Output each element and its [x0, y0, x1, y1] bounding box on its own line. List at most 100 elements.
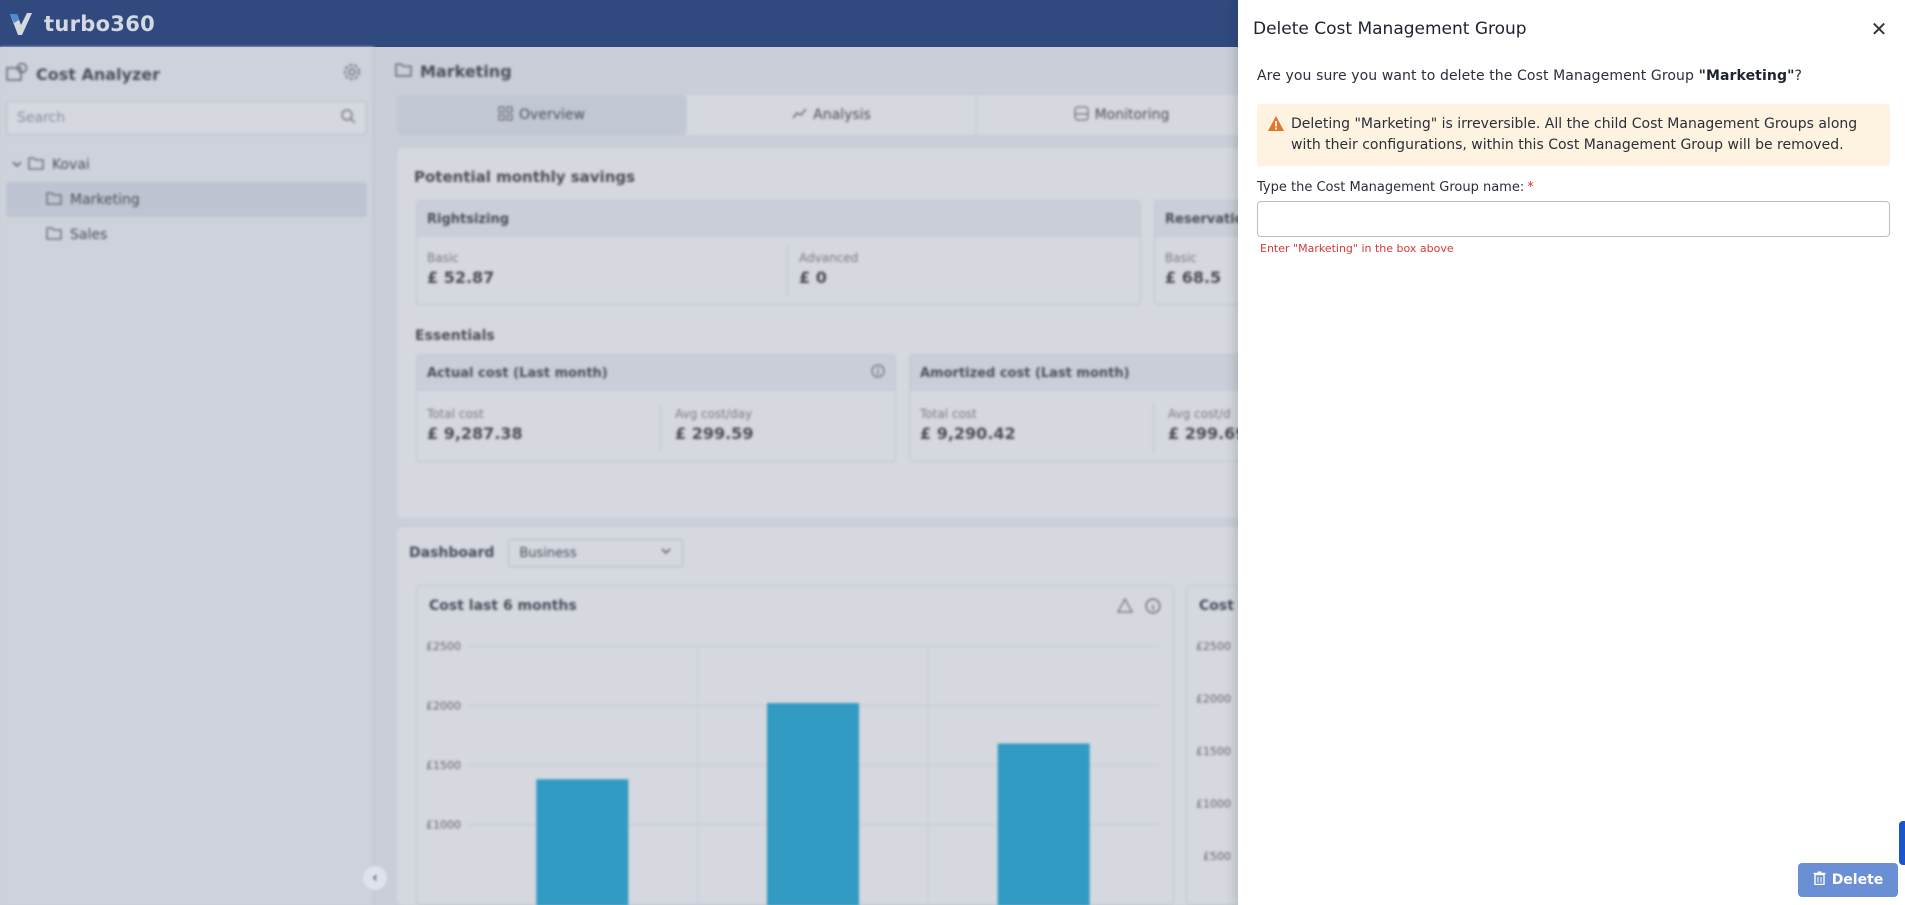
folder-icon: [28, 156, 44, 174]
amortized-total-cost: Total cost £ 9,290.42: [920, 407, 1016, 443]
warning-icon: [1267, 115, 1285, 166]
actual-avg-cost: Avg cost/day £ 299.59: [675, 407, 753, 443]
y-tick-label: £2500: [426, 640, 461, 653]
drawer-title: Delete Cost Management Group: [1253, 19, 1527, 39]
group-name-input[interactable]: [1257, 201, 1890, 237]
delete-cmg-drawer: Delete Cost Management Group ✕ Are you s…: [1238, 0, 1905, 905]
chart-title: Cost last 6 months: [429, 598, 577, 614]
metric-value: £ 9,290.42: [920, 424, 1016, 443]
y-tick-label: £1000: [1196, 798, 1231, 811]
divider: [1153, 403, 1154, 453]
actual-cost-card-title: Actual cost (Last month): [427, 365, 608, 381]
turbo360-logo-icon: [8, 11, 34, 37]
sidebar-search-placeholder: Search: [17, 110, 66, 126]
y-tick-label: £2500: [1196, 640, 1231, 653]
actual-total-cost: Total cost £ 9,287.38: [427, 407, 523, 443]
tree-item-label: Sales: [70, 226, 108, 243]
delete-button[interactable]: Delete: [1798, 863, 1898, 897]
bar: [997, 743, 1090, 905]
rightsizing-card: Rightsizing Basic £ 52.87 Advanced £ 0: [416, 200, 1141, 305]
metric-label: Basic: [1165, 251, 1197, 265]
warning-banner: Deleting "Marketing" is irreversible. Al…: [1257, 104, 1890, 166]
trash-icon: [1813, 871, 1826, 889]
metric-label: Avg cost/day: [675, 407, 753, 421]
metric-value: £ 9,287.38: [427, 424, 523, 443]
close-icon[interactable]: ✕: [1870, 17, 1888, 41]
tab-label: Analysis: [813, 107, 871, 123]
bar: [536, 779, 629, 905]
chevron-down-icon[interactable]: [12, 157, 22, 173]
settings-gear-icon[interactable]: [343, 63, 361, 85]
dashboard-dropdown-value: Business: [519, 545, 577, 561]
drawer-body: Are you sure you want to delete the Cost…: [1238, 58, 1905, 255]
breadcrumb: Marketing: [375, 47, 1905, 95]
sidebar-collapse-button[interactable]: ‹: [363, 866, 387, 890]
tree-item-label: Marketing: [70, 191, 140, 208]
required-marker: *: [1527, 180, 1534, 195]
actual-cost-card: Actual cost (Last month) Total cost £ 9,…: [416, 354, 896, 462]
cost-last-6-months-chart: Cost last 6 months £2500 £2000 £1500 £1000: [416, 585, 1174, 905]
analysis-icon: [792, 106, 807, 125]
breadcrumb-label: Marketing: [420, 61, 512, 81]
reservations-basic: Basic £ 68.5: [1165, 251, 1221, 287]
rightsizing-basic: Basic £ 52.87: [427, 251, 494, 287]
dashboard-label: Dashboard: [409, 545, 495, 561]
overview-icon: [498, 106, 513, 125]
savings-section-title: Potential monthly savings: [414, 168, 636, 186]
delete-confirmation-question: Are you sure you want to delete the Cost…: [1257, 68, 1890, 84]
question-prefix: Are you sure you want to delete the Cost…: [1257, 68, 1699, 84]
dashboard-dropdown[interactable]: Business: [508, 539, 684, 567]
rightsizing-card-title: Rightsizing: [417, 201, 1140, 237]
metric-value: £ 299.59: [675, 424, 754, 443]
feedback-edge-tab[interactable]: [1899, 821, 1905, 865]
cmg-tree: Kovai Marketing Sales: [0, 147, 373, 252]
delete-button-label: Delete: [1831, 872, 1884, 888]
tab-label: Monitoring: [1094, 107, 1170, 123]
y-tick-label: £2000: [1196, 693, 1231, 706]
bar-chart: £2500 £2000 £1500 £1000: [426, 640, 1159, 905]
metric-value: £ 0: [799, 268, 827, 287]
tree-item-sales[interactable]: Sales: [0, 217, 373, 252]
tree-item-marketing[interactable]: Marketing: [6, 182, 367, 217]
chart-title: Cost l: [1199, 598, 1244, 614]
monitoring-icon: [1074, 106, 1089, 125]
group-name-field-label: Type the Cost Management Group name: *: [1257, 180, 1890, 195]
metric-value: £ 68.5: [1165, 268, 1222, 287]
drawer-header: Delete Cost Management Group ✕: [1238, 0, 1905, 58]
y-tick-label: £1500: [426, 759, 461, 772]
rightsizing-advanced: Advanced £ 0: [799, 251, 858, 287]
field-label-text: Type the Cost Management Group name:: [1257, 180, 1525, 195]
y-tick-label: £2000: [426, 700, 461, 713]
y-tick-label: £500: [1203, 850, 1231, 863]
metric-value: £ 299.69: [1168, 424, 1247, 443]
info-icon[interactable]: [871, 364, 885, 382]
divider: [787, 245, 788, 295]
warning-icon[interactable]: [1116, 597, 1134, 617]
sidebar: Cost Analyzer Search Kovai: [0, 47, 374, 905]
folder-icon: [46, 226, 62, 244]
tree-item-label: Kovai: [52, 156, 90, 173]
tree-item-kovai[interactable]: Kovai: [0, 147, 373, 182]
validation-error: Enter "Marketing" in the box above: [1260, 242, 1454, 255]
question-group-name: "Marketing": [1698, 68, 1795, 84]
chevron-down-icon: [660, 545, 672, 561]
sidebar-header: Cost Analyzer: [0, 47, 373, 101]
cost-analyzer-icon: [6, 62, 28, 86]
tab-overview[interactable]: Overview: [397, 95, 687, 135]
app-logo-text: turbo360: [44, 11, 156, 36]
warning-text: Deleting "Marketing" is irreversible. Al…: [1291, 116, 1858, 153]
tab-label: Overview: [519, 107, 585, 123]
amortized-avg-cost: Avg cost/d £ 299.69: [1168, 407, 1246, 443]
metric-label: Basic: [427, 251, 459, 265]
metric-value: £ 52.87: [427, 268, 495, 287]
info-icon[interactable]: [1145, 598, 1161, 618]
tab-analysis[interactable]: Analysis: [687, 95, 977, 135]
sidebar-search-input[interactable]: Search: [6, 101, 367, 135]
metric-label: Total cost: [920, 407, 977, 421]
divider: [660, 403, 661, 453]
dashboard-selector-row: Dashboard Business: [409, 539, 684, 567]
folder-icon: [46, 191, 62, 209]
essentials-section-title: Essentials: [415, 328, 495, 344]
question-suffix: ?: [1794, 68, 1802, 84]
sidebar-title: Cost Analyzer: [36, 64, 161, 84]
